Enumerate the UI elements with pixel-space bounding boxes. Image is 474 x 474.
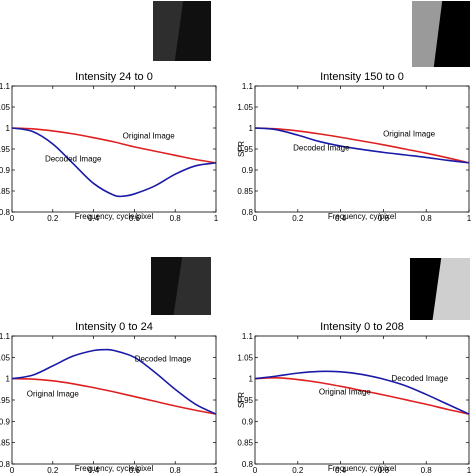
chart-title: Intensity 150 to 0 xyxy=(320,71,404,83)
x-tick-label: 1 xyxy=(467,214,472,223)
y-tick-label: 0.95 xyxy=(237,145,253,154)
y-tick-label: 1.1 xyxy=(242,82,254,91)
y-tick-label: 1 xyxy=(249,124,254,133)
x-tick-label: 0.2 xyxy=(47,214,59,223)
chart-panel-1: Intensity 24 to 0 0 0.2 0.4 0.6 0.8 1 0.8 0.85 0.… xyxy=(0,0,219,223)
chart-panel-2: Intensity 150 to 0 0 0.2 0.4 0.6 0.8 1 0.8 0.85 0… xyxy=(237,0,472,223)
series-line-decoded-image xyxy=(11,127,217,198)
x-tick-label: 0.8 xyxy=(170,214,182,223)
x-tick-label: 0.4 xyxy=(335,214,347,223)
x-tick-label: 0.6 xyxy=(378,214,390,223)
y-tick-label: 0.8 xyxy=(0,208,11,217)
y-tick-label: 0.85 xyxy=(0,439,11,448)
x-tick-label: 0.2 xyxy=(47,466,59,474)
y-tick-label: 1.1 xyxy=(0,82,11,91)
series-line-decoded-image xyxy=(11,348,217,415)
y-tick-label: 1.1 xyxy=(242,332,254,341)
x-tick-label: 0.6 xyxy=(129,466,141,474)
series-line-original-image xyxy=(11,127,217,164)
x-axis-label: Frequency, cycle/pixel xyxy=(75,464,154,473)
inset-left-region xyxy=(153,1,184,61)
x-tick-label: 0 xyxy=(253,466,258,474)
x-tick-label: 0.2 xyxy=(292,214,304,223)
y-tick-label: 0.8 xyxy=(242,208,254,217)
chart-title: Intensity 0 to 24 xyxy=(75,321,153,333)
y-tick-label: 1.05 xyxy=(237,103,253,112)
x-tick-label: 0.4 xyxy=(88,214,100,223)
x-tick-label: 0.8 xyxy=(421,466,433,474)
chart-panel-4: Intensity 0 to 208 0 0.2 0.4 0.6 0.8 1 0.8 0.85 0… xyxy=(237,257,472,474)
series-line-original-image xyxy=(11,377,217,415)
chart-panel-3: Intensity 0 to 24 0 0.2 0.4 0.6 0.8 1 0.8 0.85 0.… xyxy=(0,256,219,474)
y-axis-label: SFR xyxy=(237,392,246,408)
x-tick-label: 0.6 xyxy=(129,214,141,223)
y-tick-label: 1.05 xyxy=(0,353,11,362)
annotation-original-image: Original Image xyxy=(319,387,372,396)
inset-left-region xyxy=(410,258,442,320)
annotation-original-image: Original Image xyxy=(123,132,176,141)
y-tick-label: 1 xyxy=(249,375,254,384)
y-tick-label: 0.85 xyxy=(237,439,253,448)
annotation-decoded-image: Decoded Image xyxy=(135,355,192,364)
series-line-original-image xyxy=(254,377,470,415)
x-tick-label: 1 xyxy=(467,466,472,474)
y-tick-label: 0.95 xyxy=(0,396,11,405)
annotation-original-image: Original Image xyxy=(27,390,80,399)
series-line-decoded-image xyxy=(254,127,470,164)
x-tick-label: 0 xyxy=(10,466,15,474)
y-tick-label: 0.95 xyxy=(0,145,11,154)
y-tick-label: 0.85 xyxy=(237,187,253,196)
annotation-decoded-image: Decoded Image xyxy=(293,144,350,153)
annotation-original-image: Original Image xyxy=(383,129,436,138)
chart-title: Intensity 0 to 208 xyxy=(320,321,404,333)
chart-title: Intensity 24 to 0 xyxy=(75,71,153,83)
y-tick-label: 0.8 xyxy=(242,460,254,469)
x-tick-label: 0.2 xyxy=(292,466,304,474)
x-tick-label: 0.6 xyxy=(378,466,390,474)
edge-inset-image xyxy=(409,257,471,321)
edge-inset-image xyxy=(152,0,212,62)
x-tick-label: 0.4 xyxy=(88,466,100,474)
series-line-decoded-image xyxy=(254,370,470,415)
series-line-original-image xyxy=(254,127,470,164)
annotation-decoded-image: Decoded Image xyxy=(392,374,449,383)
x-axis-label: Frequency, cy/pixel xyxy=(328,212,397,221)
x-tick-label: 1 xyxy=(214,466,219,474)
y-tick-label: 1.05 xyxy=(237,353,253,362)
x-tick-label: 0 xyxy=(10,214,15,223)
y-tick-label: 1.05 xyxy=(0,103,11,112)
y-tick-label: 0.9 xyxy=(242,417,254,426)
annotation-decoded-image: Decoded Image xyxy=(45,155,102,164)
edge-inset-image xyxy=(150,256,212,316)
x-tick-label: 0.8 xyxy=(421,214,433,223)
x-tick-label: 0.4 xyxy=(335,466,347,474)
y-tick-label: 1 xyxy=(6,124,11,133)
x-tick-label: 0 xyxy=(253,214,258,223)
y-tick-label: 0.95 xyxy=(237,396,253,405)
x-tick-label: 0.8 xyxy=(170,466,182,474)
y-tick-label: 0.8 xyxy=(0,460,11,469)
y-tick-label: 0.9 xyxy=(0,417,11,426)
inset-left-region xyxy=(412,1,443,67)
y-tick-label: 1.1 xyxy=(0,332,11,341)
x-tick-label: 1 xyxy=(214,214,219,223)
x-axis-label: Frequency, cycle/pixel xyxy=(75,212,154,221)
y-axis-label: SFR xyxy=(237,141,246,157)
y-tick-label: 0.85 xyxy=(0,187,11,196)
edge-inset-image xyxy=(411,0,471,68)
y-tick-label: 1 xyxy=(6,375,11,384)
plot-area xyxy=(11,85,217,213)
y-tick-label: 0.9 xyxy=(242,166,254,175)
x-axis-label: Frequency, cy/pixel xyxy=(328,464,397,473)
inset-left-region xyxy=(151,257,183,315)
y-tick-label: 0.9 xyxy=(0,166,11,175)
